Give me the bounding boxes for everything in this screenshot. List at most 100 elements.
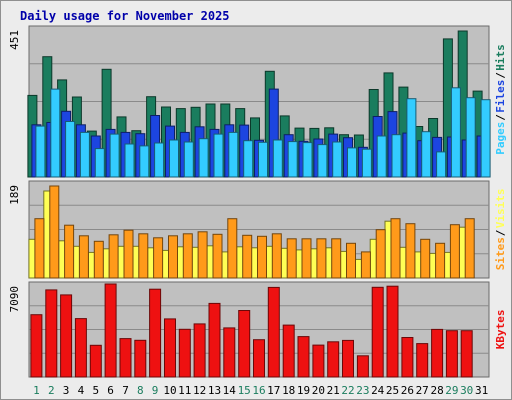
bar-kbytes-day-24 bbox=[371, 286, 384, 378]
bar-sites-day-22 bbox=[346, 242, 356, 279]
x-tick-day-9: 9 bbox=[152, 384, 159, 397]
bar-sites-day-8 bbox=[138, 233, 149, 279]
x-tick-day-16: 16 bbox=[252, 384, 265, 397]
bar-pages-day-18 bbox=[287, 141, 298, 178]
legend-separator: / bbox=[494, 72, 507, 79]
bar-pages-day-8 bbox=[139, 145, 150, 178]
bar-sites-day-25 bbox=[390, 218, 401, 279]
bar-sites-day-1 bbox=[34, 218, 45, 279]
x-tick-day-17: 17 bbox=[267, 384, 280, 397]
bar-sites-day-13 bbox=[212, 233, 223, 279]
x-tick-day-31: 31 bbox=[475, 384, 488, 397]
bar-pages-day-24 bbox=[376, 135, 387, 178]
bar-pages-day-17 bbox=[272, 139, 283, 178]
bar-pages-day-20 bbox=[317, 144, 328, 178]
y-axis-max-label: 189 bbox=[8, 185, 21, 205]
bar-kbytes-day-29 bbox=[445, 330, 458, 378]
bar-pages-day-2 bbox=[50, 88, 61, 178]
chart-title: Daily usage for November 2025 bbox=[20, 9, 230, 23]
bar-kbytes-day-10 bbox=[164, 318, 176, 378]
bar-pages-day-4 bbox=[79, 131, 90, 178]
bar-sites-day-21 bbox=[331, 238, 342, 279]
x-tick-day-23: 23 bbox=[356, 384, 369, 397]
y-axis-max-label: 7090 bbox=[8, 286, 21, 313]
bar-pages-day-27 bbox=[421, 131, 432, 178]
bar-kbytes-day-1 bbox=[30, 314, 43, 378]
bar-sites-day-12 bbox=[197, 231, 208, 279]
x-tick-day-25: 25 bbox=[386, 384, 399, 397]
x-tick-day-24: 24 bbox=[371, 384, 385, 397]
x-tick-day-13: 13 bbox=[208, 384, 221, 397]
y-axis-max-label: 451 bbox=[8, 30, 21, 50]
bar-pages-day-16 bbox=[258, 141, 268, 178]
bar-pages-day-13 bbox=[213, 133, 224, 178]
bar-pages-day-7 bbox=[124, 143, 135, 178]
bar-kbytes-day-8 bbox=[134, 339, 147, 378]
bar-kbytes-day-21 bbox=[327, 341, 340, 378]
x-tick-day-11: 11 bbox=[178, 384, 191, 397]
bar-sites-day-19 bbox=[301, 238, 312, 279]
legend-pages: Pages bbox=[494, 122, 507, 155]
bar-kbytes-day-6 bbox=[104, 283, 117, 378]
bar-kbytes-day-27 bbox=[416, 343, 429, 378]
bar-sites-day-14 bbox=[227, 218, 238, 279]
bar-kbytes-day-17 bbox=[267, 286, 280, 378]
legend-visits: Visits bbox=[494, 189, 507, 229]
legend-separator: / bbox=[494, 229, 507, 236]
x-tick-day-29: 29 bbox=[445, 384, 458, 397]
bar-kbytes-day-12 bbox=[193, 323, 206, 378]
bar-kbytes-day-5 bbox=[89, 344, 102, 378]
x-tick-day-21: 21 bbox=[327, 384, 340, 397]
bar-pages-day-22 bbox=[347, 147, 357, 178]
bar-kbytes-day-11 bbox=[178, 328, 191, 378]
bar-sites-day-15 bbox=[242, 234, 253, 279]
x-tick-day-30: 30 bbox=[460, 384, 473, 397]
bar-pages-day-11 bbox=[183, 141, 194, 178]
x-tick-day-22: 22 bbox=[341, 384, 354, 397]
x-tick-day-1: 1 bbox=[33, 384, 40, 397]
x-tick-day-20: 20 bbox=[312, 384, 325, 397]
bar-pages-day-26 bbox=[406, 98, 417, 178]
bar-sites-day-28 bbox=[435, 242, 446, 279]
bar-kbytes-day-13 bbox=[208, 302, 221, 378]
bar-sites-day-30 bbox=[464, 218, 475, 279]
x-tick-day-8: 8 bbox=[137, 384, 144, 397]
bar-kbytes-day-23 bbox=[356, 355, 369, 378]
bar-pages-day-30 bbox=[465, 97, 476, 178]
bar-pages-day-28 bbox=[436, 151, 447, 178]
x-tick-day-2: 2 bbox=[48, 384, 55, 397]
bar-sites-day-17 bbox=[271, 233, 282, 279]
bar-kbytes-day-14 bbox=[223, 327, 236, 378]
x-tick-day-7: 7 bbox=[122, 384, 129, 397]
bar-sites-day-11 bbox=[182, 233, 193, 279]
bar-sites-day-3 bbox=[64, 224, 75, 279]
bar-kbytes-day-15 bbox=[238, 310, 251, 378]
bar-kbytes-day-26 bbox=[401, 337, 414, 378]
x-tick-day-15: 15 bbox=[238, 384, 251, 397]
bar-sites-day-18 bbox=[286, 238, 297, 279]
x-tick-day-3: 3 bbox=[63, 384, 70, 397]
bar-pages-day-3 bbox=[65, 121, 76, 178]
bar-sites-day-4 bbox=[78, 235, 89, 279]
legend-sites: Sites bbox=[494, 237, 507, 270]
x-tick-day-19: 19 bbox=[297, 384, 310, 397]
bar-pages-day-5 bbox=[94, 148, 105, 178]
bar-kbytes-day-18 bbox=[282, 324, 295, 378]
bar-pages-day-19 bbox=[302, 142, 313, 178]
legend-files: Files bbox=[494, 80, 507, 113]
bar-sites-day-5 bbox=[93, 240, 104, 279]
bar-kbytes-day-28 bbox=[431, 328, 444, 378]
bar-kbytes-day-19 bbox=[297, 336, 310, 378]
bar-pages-day-9 bbox=[154, 142, 165, 178]
bar-sites-day-6 bbox=[108, 234, 119, 279]
bar-sites-day-29 bbox=[449, 224, 460, 279]
x-tick-day-6: 6 bbox=[107, 384, 114, 397]
bar-pages-day-23 bbox=[361, 148, 372, 178]
bar-sites-day-2 bbox=[49, 185, 60, 279]
bar-sites-day-10 bbox=[168, 235, 178, 279]
bar-pages-day-14 bbox=[228, 131, 239, 178]
legend-separator: / bbox=[494, 114, 507, 121]
x-tick-day-14: 14 bbox=[223, 384, 237, 397]
